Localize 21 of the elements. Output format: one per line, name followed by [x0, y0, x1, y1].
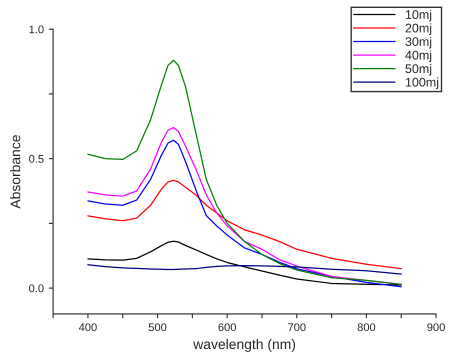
x-tick-label: 400: [78, 323, 97, 332]
x-tick-label: 700: [288, 323, 306, 332]
line-series: [87, 240, 402, 286]
x-tick-label: 900: [427, 323, 445, 332]
x-tick-label: 500: [148, 323, 166, 332]
legend-label: 100mj: [406, 77, 438, 90]
line-series: [87, 180, 402, 270]
legend-label: 40mj: [405, 50, 432, 62]
line-series: [87, 60, 402, 286]
y-tick-label: 0.0: [29, 284, 44, 292]
legend-label: 50mj: [405, 64, 432, 76]
x-tick-label: 800: [358, 323, 376, 332]
y-axis-title: Absorbance: [10, 135, 20, 209]
y-tick-label: 0.5: [29, 154, 44, 163]
line-series: [87, 264, 402, 275]
x-axis-title: wavelength (nm): [193, 338, 296, 352]
legend-label: 20mj: [406, 23, 432, 35]
x-tick-label: 600: [218, 323, 236, 332]
y-tick-label: 1.0: [29, 25, 44, 34]
legend-label: 30mj: [405, 36, 432, 49]
legend-label: 10mj: [406, 10, 432, 22]
